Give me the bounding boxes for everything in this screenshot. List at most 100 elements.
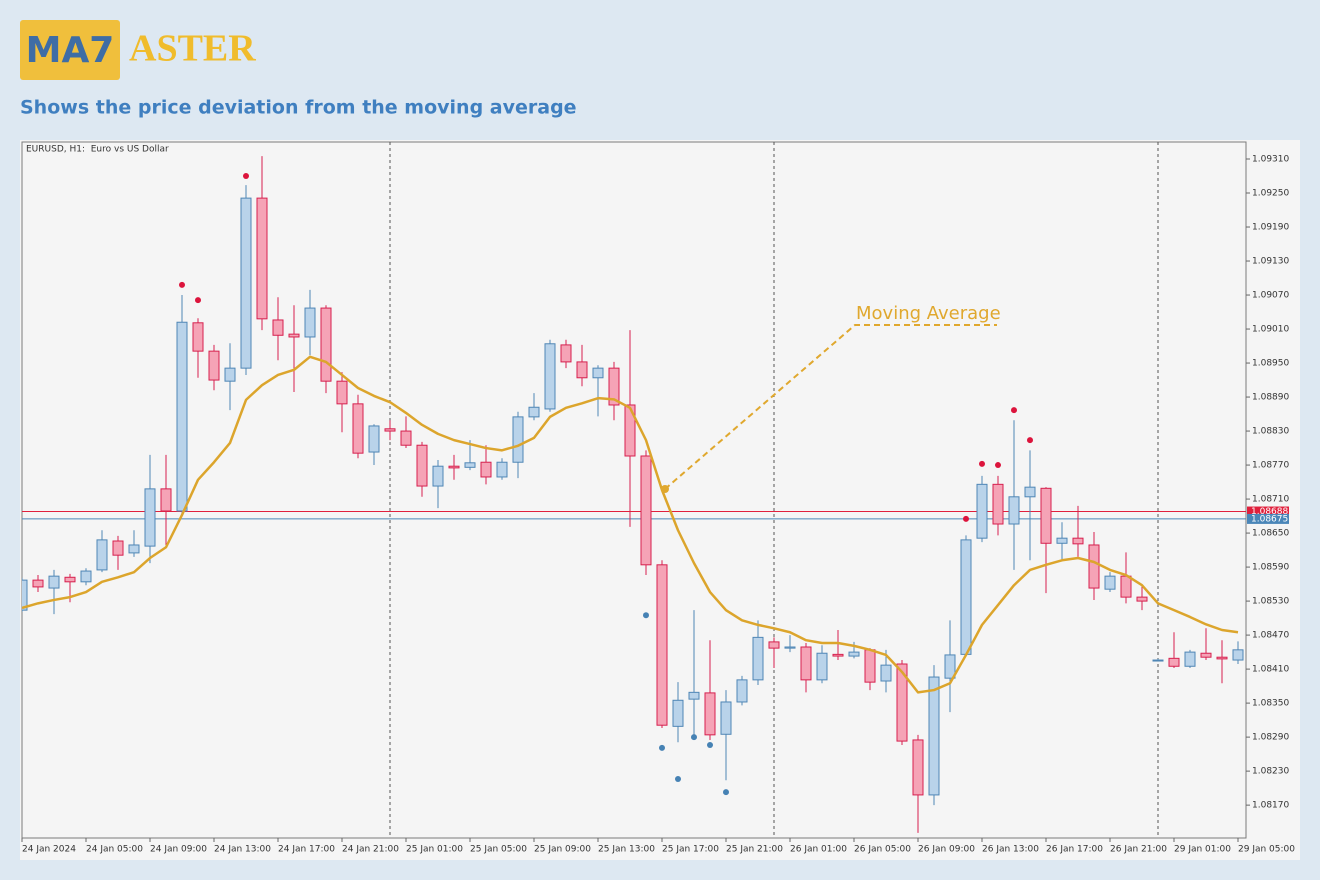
signal-dot (979, 460, 985, 467)
y-tick-label: 1.08410 (1252, 665, 1289, 675)
candle-body (224, 367, 236, 382)
signal-dot (707, 742, 713, 749)
candle-body (288, 333, 300, 338)
candle-body (320, 307, 332, 382)
candle-body (960, 539, 972, 655)
signal-dot (995, 462, 1001, 469)
candle-body (1200, 652, 1212, 658)
candle-body (672, 699, 684, 727)
signal-dot (195, 297, 201, 304)
plot (22, 156, 1246, 833)
candle-body (1168, 657, 1180, 667)
x-tick-label: 26 Jan 21:00 (1110, 845, 1167, 855)
x-tick-label: 24 Jan 17:00 (278, 845, 335, 855)
y-tick-label: 1.08230 (1252, 767, 1289, 777)
candle-body (304, 307, 316, 338)
candle-body (704, 692, 716, 736)
price-label-bg (1247, 513, 1289, 524)
x-tick-label: 26 Jan 13:00 (982, 845, 1039, 855)
y-tick-label: 1.08890 (1252, 393, 1289, 403)
y-tick-label: 1.09130 (1252, 257, 1289, 267)
candle-body (400, 430, 412, 446)
candle-body (144, 488, 156, 547)
candle-body (1072, 537, 1084, 545)
candle-body (608, 367, 620, 406)
candle-body (1232, 649, 1244, 661)
y-tick-label: 1.08830 (1252, 427, 1289, 437)
candle-body (944, 654, 956, 679)
candle-body (496, 461, 508, 478)
candle-body (64, 576, 76, 583)
x-tick-label: 24 Jan 13:00 (214, 845, 271, 855)
candle-body (448, 465, 460, 469)
candle-body (816, 652, 828, 681)
x-tick-label: 24 Jan 09:00 (150, 845, 207, 855)
candle-body (512, 416, 524, 463)
subtitle: Shows the price deviation from the movin… (20, 97, 577, 119)
y-tick-label: 1.09190 (1252, 223, 1289, 233)
y-tick-label: 1.09250 (1252, 189, 1289, 199)
x-tick-label: 24 Jan 2024 (22, 845, 76, 855)
price-label: 1.08688 (1251, 507, 1288, 517)
candle-body (464, 462, 476, 468)
candle-body (96, 539, 108, 571)
candle-body (1152, 659, 1164, 662)
candle-body (640, 455, 652, 566)
candle-body (784, 646, 796, 649)
signal-dot (1027, 437, 1033, 444)
y-tick-label: 1.08770 (1252, 461, 1289, 471)
candle-body (848, 651, 860, 657)
signal-dot (179, 281, 185, 288)
price-label: 1.08675 (1251, 514, 1288, 524)
signal-dot (963, 515, 969, 522)
candle-body (352, 403, 364, 454)
candle-body (80, 570, 92, 583)
candle-body (48, 575, 60, 589)
annotation: Moving Average (856, 303, 1001, 324)
candle-body (656, 564, 668, 726)
x-tick-label: 25 Jan 17:00 (662, 845, 719, 855)
candle-body (864, 649, 876, 683)
y-tick-label: 1.08950 (1252, 359, 1289, 369)
y-tick-label: 1.09010 (1252, 325, 1289, 335)
plot-area (21, 141, 1247, 839)
candle-body (384, 428, 396, 432)
candle-body (368, 425, 380, 453)
candle-body (1024, 486, 1036, 498)
candle-body (928, 676, 940, 796)
candle-body (416, 444, 428, 487)
candle-body (1184, 651, 1196, 667)
candle-body (896, 663, 908, 742)
candle-body (1056, 537, 1068, 544)
candle-body (880, 664, 892, 682)
candle-body (176, 321, 188, 512)
candle-body (736, 679, 748, 703)
signal-dot (659, 744, 665, 751)
x-tick-label: 26 Jan 01:00 (790, 845, 847, 855)
y-tick-label: 1.09070 (1252, 291, 1289, 301)
candle-body (992, 483, 1004, 525)
candle-body (1008, 496, 1020, 525)
signal-dot (643, 612, 649, 619)
candle-body (688, 691, 700, 700)
candle-body (912, 739, 924, 796)
y-tick-label: 1.08650 (1252, 529, 1289, 539)
candle-body (160, 488, 172, 512)
y-tick-label: 1.09310 (1252, 155, 1289, 165)
candle-body (128, 544, 140, 554)
candle-body (22, 579, 28, 611)
price-label-bg (1247, 506, 1289, 517)
candle-body (256, 197, 268, 320)
x-tick-label: 29 Jan 01:00 (1174, 845, 1231, 855)
x-tick-label: 25 Jan 05:00 (470, 845, 527, 855)
y-tick-label: 1.08710 (1252, 495, 1289, 505)
candle-body (768, 641, 780, 649)
x-tick-label: 25 Jan 09:00 (534, 845, 591, 855)
logo-text: ASTER (129, 28, 256, 70)
signal-dot (691, 734, 697, 741)
moving-average-line (22, 355, 1239, 694)
logo-box (20, 20, 120, 80)
signal-dot (243, 173, 249, 180)
candle-body (832, 653, 844, 657)
